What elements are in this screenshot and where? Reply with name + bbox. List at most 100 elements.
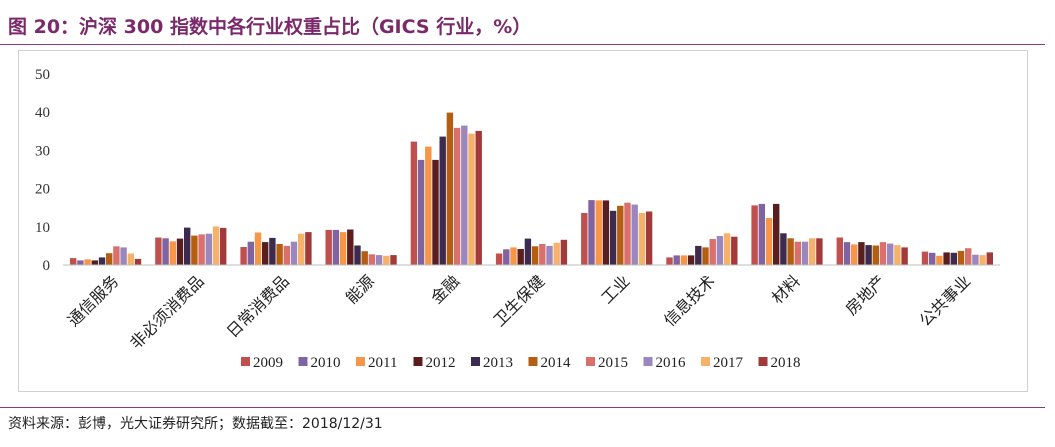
bar-2016-2 <box>290 241 298 265</box>
bar-2011-1 <box>169 241 176 265</box>
bar-2009-1 <box>155 237 162 265</box>
bar-2013-1 <box>184 227 191 265</box>
bar-2015-6 <box>624 202 631 265</box>
legend-swatch-2010 <box>298 357 308 366</box>
bar-2014-10 <box>957 250 965 265</box>
bar-2010-8 <box>758 203 765 265</box>
bar-2009-2 <box>240 247 247 265</box>
bar-2012-6 <box>602 200 610 265</box>
bar-2011-7 <box>680 255 688 265</box>
bar-2010-4 <box>417 159 425 265</box>
bar-2012-1 <box>176 238 184 265</box>
bar-2015-4 <box>453 127 461 266</box>
bar-2012-2 <box>262 242 269 265</box>
bar-2012-5 <box>517 249 524 265</box>
bar-2015-0 <box>113 246 120 265</box>
bar-2018-10 <box>986 252 993 265</box>
legend-swatch-2016 <box>643 357 653 366</box>
x-tick-label: 信息技术 <box>660 271 719 330</box>
x-tick-label: 公共事业 <box>916 271 975 330</box>
bar-2015-10 <box>965 248 972 265</box>
bar-2011-5 <box>510 247 517 265</box>
bar-2009-0 <box>70 258 77 265</box>
bar-2012-4 <box>432 159 439 265</box>
legend-swatch-2013 <box>471 357 480 366</box>
bar-2012-8 <box>773 203 780 265</box>
bar-2017-7 <box>723 233 731 265</box>
x-tick-label: 工业 <box>597 271 633 307</box>
legend-label-2015: 2015 <box>598 355 628 371</box>
legend-label-2013: 2013 <box>483 355 513 371</box>
legend-label-2009: 2009 <box>253 355 283 371</box>
bar-2014-0 <box>106 253 113 265</box>
bar-2016-1 <box>205 233 212 265</box>
bar-2018-6 <box>645 211 653 265</box>
bar-2017-4 <box>468 133 475 265</box>
bar-2010-1 <box>162 238 169 265</box>
bar-2014-8 <box>787 238 794 265</box>
legend-label-2010: 2010 <box>311 355 341 371</box>
x-tick-label: 通信服务 <box>64 271 123 330</box>
bar-2010-10 <box>929 252 936 265</box>
legend-swatch-2015 <box>586 357 595 366</box>
y-axis: 0 10 20 30 40 50 <box>35 67 50 274</box>
bar-2016-10 <box>972 254 979 265</box>
bar-2009-4 <box>410 141 418 265</box>
x-tick-label: 日常消费品 <box>223 271 293 341</box>
bar-2011-4 <box>425 146 432 265</box>
bar-2018-0 <box>134 258 142 265</box>
bar-2013-3 <box>354 245 361 265</box>
x-tick-label: 卫生保健 <box>490 271 549 330</box>
bar-2010-6 <box>588 200 595 265</box>
bar-2017-6 <box>638 213 646 265</box>
bar-2018-5 <box>560 239 568 265</box>
x-tick-label: 材料 <box>768 271 804 307</box>
bar-2013-9 <box>865 245 872 265</box>
legend-label-2012: 2012 <box>426 355 456 371</box>
bar-2017-0 <box>127 253 134 265</box>
bar-2015-5 <box>539 244 546 265</box>
bar-2010-7 <box>673 255 680 265</box>
bar-2015-9 <box>879 242 887 265</box>
bar-2014-6 <box>617 205 624 265</box>
x-axis-labels: 通信服务 非必须消费品 日常消费品 能源 金融 卫生保健 工业 信息技术 材料 房地产 公共事业 <box>64 271 975 352</box>
bar-2009-6 <box>581 213 588 265</box>
source-divider <box>0 407 1045 408</box>
x-tick-label: 房地产 <box>842 271 889 318</box>
bar-2015-1 <box>198 234 205 265</box>
x-tick-label: 非必须消费品 <box>126 271 207 352</box>
bar-2015-3 <box>368 254 376 265</box>
bar-2009-8 <box>751 205 758 265</box>
figure-title: 图 20：沪深 300 指数中各行业权重占比（GICS 行业，%） <box>8 16 532 38</box>
bar-2012-0 <box>91 260 98 265</box>
bar-2009-7 <box>666 257 673 265</box>
bar-2012-10 <box>943 252 950 265</box>
legend-swatch-2014 <box>528 357 538 366</box>
bar-2012-9 <box>858 242 865 265</box>
x-tick-label: 能源 <box>342 271 378 307</box>
bar-2010-2 <box>247 241 254 265</box>
y-tick-label: 20 <box>35 182 50 198</box>
bar-2016-6 <box>631 204 638 265</box>
legend-swatch-2011 <box>356 357 365 366</box>
bar-2017-2 <box>298 233 305 265</box>
bar-2017-1 <box>212 226 220 265</box>
bar-2009-3 <box>325 229 332 265</box>
bar-2014-3 <box>361 251 368 265</box>
y-tick-label: 0 <box>43 258 51 274</box>
bar-2014-9 <box>872 245 879 265</box>
legend-label-2014: 2014 <box>541 355 572 371</box>
legend-swatch-2012 <box>413 357 423 366</box>
bar-2010-5 <box>503 249 510 265</box>
y-tick-label: 30 <box>35 143 50 159</box>
bar-2018-4 <box>475 130 482 265</box>
bar-2016-4 <box>461 125 468 265</box>
bar-2018-1 <box>220 227 227 265</box>
bar-2018-9 <box>901 247 908 265</box>
bar-2015-2 <box>283 245 290 265</box>
bar-2013-4 <box>439 136 446 265</box>
y-tick-label: 40 <box>35 105 50 121</box>
bar-2015-7 <box>709 239 716 265</box>
bar-2017-5 <box>553 242 560 265</box>
bar-2016-8 <box>801 241 809 265</box>
